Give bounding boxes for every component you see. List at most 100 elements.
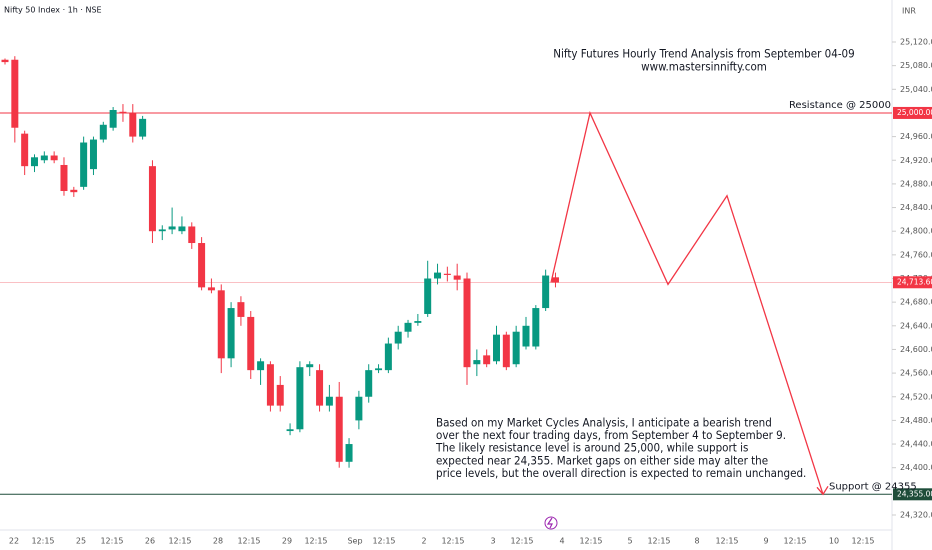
x-tick-label: 5 [627,537,632,546]
x-tick-label: 10 [829,537,839,546]
x-tick-label: 12:15 [100,537,123,546]
level-label: Resistance @ 25000 [789,100,891,111]
candle-body [80,142,88,187]
candle-body [443,273,451,275]
y-tick-label: 24,320.00 [900,511,932,520]
currency: INR [902,7,916,16]
y-tick-label: 24,880.00 [900,179,932,188]
y-tick-label: 24,840.00 [900,203,932,212]
candle-body [493,334,500,362]
candle-body [217,290,225,359]
x-tick-label: 12:15 [715,537,738,546]
candle-body [40,155,48,161]
y-tick-label: 25,120.00 [900,38,932,47]
price-tag [893,276,932,289]
candle-body [345,444,353,462]
candle-body [512,331,520,365]
candle-body [11,59,19,128]
y-tick-label: 24,760.00 [900,250,932,259]
annotation: expected near 24,355. Market gaps on eit… [436,453,768,467]
candle-body [148,166,156,232]
candle-body [375,368,383,371]
x-tick-label: 12:15 [372,537,395,546]
x-tick-label: 3 [490,537,495,546]
candle-body [247,316,255,371]
x-tick-label: 22 [9,537,19,546]
candle-body [394,331,402,344]
event-icon[interactable] [544,516,558,530]
x-tick-label: 8 [694,537,699,546]
candle-body [434,272,442,279]
arrow-head [816,485,829,496]
y-tick-label: 24,400.00 [900,463,932,472]
candle-body [237,302,245,317]
candle-body [188,226,196,244]
annotation: The likely resistance level is around 25… [435,441,748,455]
x-tick-label: 12:15 [783,537,806,546]
y-tick-label: 24,440.00 [900,440,932,449]
candle-body [296,367,304,430]
x-tick-label: 12:15 [31,537,54,546]
candle-body [168,226,176,230]
candle-body [335,396,343,462]
y-tick-label: 24,560.00 [900,369,932,378]
candle-body [276,384,284,406]
y-tick-label: 24,800.00 [900,227,932,236]
candle-body [119,111,127,113]
candle-body [129,112,137,137]
price-tag-label: 24,355.00 [897,489,932,498]
x-tick-label: 26 [145,537,155,546]
x-tick-label: 4 [559,537,564,546]
candle-body [355,396,363,421]
annotation: over the next four trading days, from Se… [436,428,786,442]
x-tick-label: 12:15 [647,537,670,546]
candle-body [453,275,461,280]
candle-body [266,364,274,406]
candle-body [286,429,294,432]
header: Nifty 50 Index · 1h · NSE [4,6,102,15]
candle-body [109,109,117,128]
candle-body [50,155,58,161]
candle-body [1,59,9,63]
event-icon-bolt [546,517,553,529]
candle-body [463,278,471,368]
projection-line [550,110,824,495]
candle-body [158,229,166,232]
candle-body [227,308,235,359]
price-tag [893,106,932,119]
y-tick-label: 24,960.00 [900,132,932,141]
candle-body [424,278,432,314]
candle-body [404,322,412,332]
annotation: price levels, but the overall direction … [436,466,806,480]
candle-body [365,370,373,397]
candle-body [542,275,550,309]
annotation: Based on my Market Cycles Analysis, I an… [436,416,772,430]
x-tick-label: Sep [347,537,362,546]
candle-body [89,139,97,170]
y-tick-label: 24,680.00 [900,298,932,307]
candle-body [60,164,68,191]
candle-body [325,396,333,406]
x-tick-label: 12:15 [237,537,260,546]
candle-body [139,118,147,137]
candle-body [70,189,78,193]
y-tick-label: 24,480.00 [900,416,932,425]
x-tick-label: 29 [282,537,292,546]
y-tick-label: 24,640.00 [900,321,932,330]
candle-body [473,360,481,365]
chart-title: www.mastersinnifty.com [641,60,767,74]
candle-body [502,334,510,368]
candle-body [414,321,422,323]
price-tag-label: 24,713.60 [897,277,932,286]
candle-body [198,243,206,288]
candle-body [306,364,314,368]
candle-body [257,361,265,371]
y-tick-label: 24,520.00 [900,392,932,401]
candle-body [384,343,392,371]
candle-body [21,133,29,167]
candle-body [522,325,530,347]
x-tick-label: 12:15 [168,537,191,546]
